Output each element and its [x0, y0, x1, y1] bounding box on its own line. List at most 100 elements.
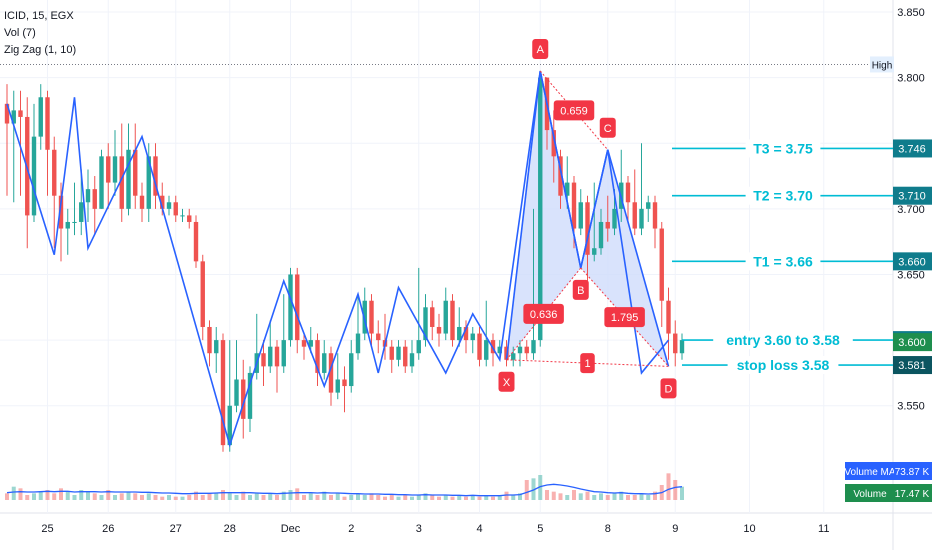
candle-body	[578, 202, 583, 229]
volume-bar	[275, 495, 279, 500]
volume-bar	[423, 493, 428, 500]
volume-name-label: Volume MA	[844, 467, 895, 478]
volume-bar	[605, 495, 610, 500]
volume-bar	[599, 493, 603, 500]
volume-bar	[389, 495, 394, 500]
pattern-ratio-label: 1	[584, 358, 590, 370]
volume-bar	[295, 488, 300, 500]
candle-body	[659, 228, 664, 301]
pattern-point-box	[532, 39, 549, 60]
pattern-point-label: A	[537, 44, 545, 56]
volume-bar	[673, 480, 678, 500]
volume-bar	[194, 491, 198, 500]
volume-bar	[403, 495, 408, 500]
candle-body	[11, 110, 16, 124]
price-axis-level-label: 3.710	[898, 191, 926, 203]
volume-name-box	[845, 484, 895, 502]
candle-body	[261, 353, 266, 367]
candle-body	[288, 274, 293, 341]
volume-indicator-label[interactable]: Vol (7)	[4, 27, 36, 39]
candle-body	[126, 149, 131, 209]
candle-body	[409, 353, 415, 367]
volume-bar	[457, 495, 462, 500]
volume-bar	[578, 493, 583, 500]
candle-body	[673, 333, 678, 354]
volume-bar	[248, 495, 252, 500]
candle-body	[450, 300, 455, 341]
volume-bar	[538, 475, 543, 500]
pattern-point-box	[599, 117, 616, 138]
volume-bar	[99, 495, 104, 500]
candle-body	[632, 202, 637, 229]
candle-body	[58, 195, 64, 229]
candle-body	[342, 379, 347, 387]
volume-bar	[32, 493, 36, 500]
target-level-label: entry 3.60 to 3.58	[726, 332, 840, 348]
volume-value-box	[894, 462, 932, 480]
candle-body	[470, 333, 475, 341]
candle-body	[207, 326, 212, 354]
volume-bar	[680, 486, 684, 500]
volume-bar	[511, 495, 516, 500]
price-axis-level-label: 3.660	[898, 256, 926, 268]
volume-bar	[79, 490, 84, 500]
volume-bar	[565, 495, 570, 500]
volume-ma-line	[6, 483, 683, 497]
symbol-label[interactable]: ICID, 15, EGX	[4, 10, 74, 22]
candle-body	[389, 346, 394, 360]
candle-body	[193, 221, 199, 262]
volume-bar	[207, 493, 212, 500]
price-tick-label: 3.700	[897, 204, 925, 216]
volume-bar	[18, 488, 23, 500]
candle-body	[106, 156, 111, 183]
current-price-label: 3.600	[898, 337, 926, 349]
volume-bar	[241, 491, 246, 500]
zigzag-indicator-label[interactable]: Zig Zag (1, 10)	[4, 44, 77, 56]
volume-bar	[302, 495, 306, 500]
volume-bar	[592, 495, 597, 500]
candle-body	[355, 333, 361, 354]
volume-bar	[416, 495, 421, 500]
volume-bar	[140, 495, 144, 500]
candle-body	[173, 202, 178, 216]
volume-bar	[504, 491, 509, 500]
volume-bar	[254, 493, 259, 500]
volume-bar	[38, 491, 43, 500]
volume-bar	[281, 491, 286, 500]
time-tick-label: 11	[818, 523, 829, 535]
candle-body	[652, 202, 658, 229]
candle-body	[268, 346, 273, 367]
candle-body	[416, 340, 421, 354]
price-axis-level-label: 3.581	[898, 360, 926, 372]
volume-bar	[545, 490, 549, 500]
volume-bar	[646, 495, 651, 500]
volume-bar	[288, 490, 293, 500]
time-tick-label: 10	[743, 523, 755, 535]
current-price-box	[893, 333, 932, 352]
candle-body	[376, 333, 381, 341]
candle-body	[72, 221, 77, 223]
candle-body	[639, 208, 644, 229]
candle-body	[133, 149, 138, 196]
volume-bar	[221, 490, 225, 500]
volume-bar	[477, 496, 482, 500]
time-tick-label: 2	[348, 523, 354, 535]
candle-body	[436, 326, 442, 334]
volume-bar	[430, 495, 435, 500]
candle-body	[592, 248, 597, 255]
volume-bar	[619, 491, 624, 500]
candle-body	[65, 221, 70, 229]
pattern-ratio-label: 0.636	[530, 309, 558, 321]
price-axis-level-box	[893, 356, 932, 375]
candle-body	[551, 130, 556, 157]
target-level-label: stop loss 3.58	[737, 357, 830, 373]
volume-bar	[65, 491, 70, 500]
volume-bar	[106, 490, 111, 500]
volume-bar	[5, 493, 9, 500]
candle-body	[38, 97, 43, 137]
volume-bar	[234, 495, 239, 500]
pattern-ratio-box	[553, 100, 595, 121]
volume-bar	[119, 493, 124, 500]
candle-body	[308, 340, 313, 347]
